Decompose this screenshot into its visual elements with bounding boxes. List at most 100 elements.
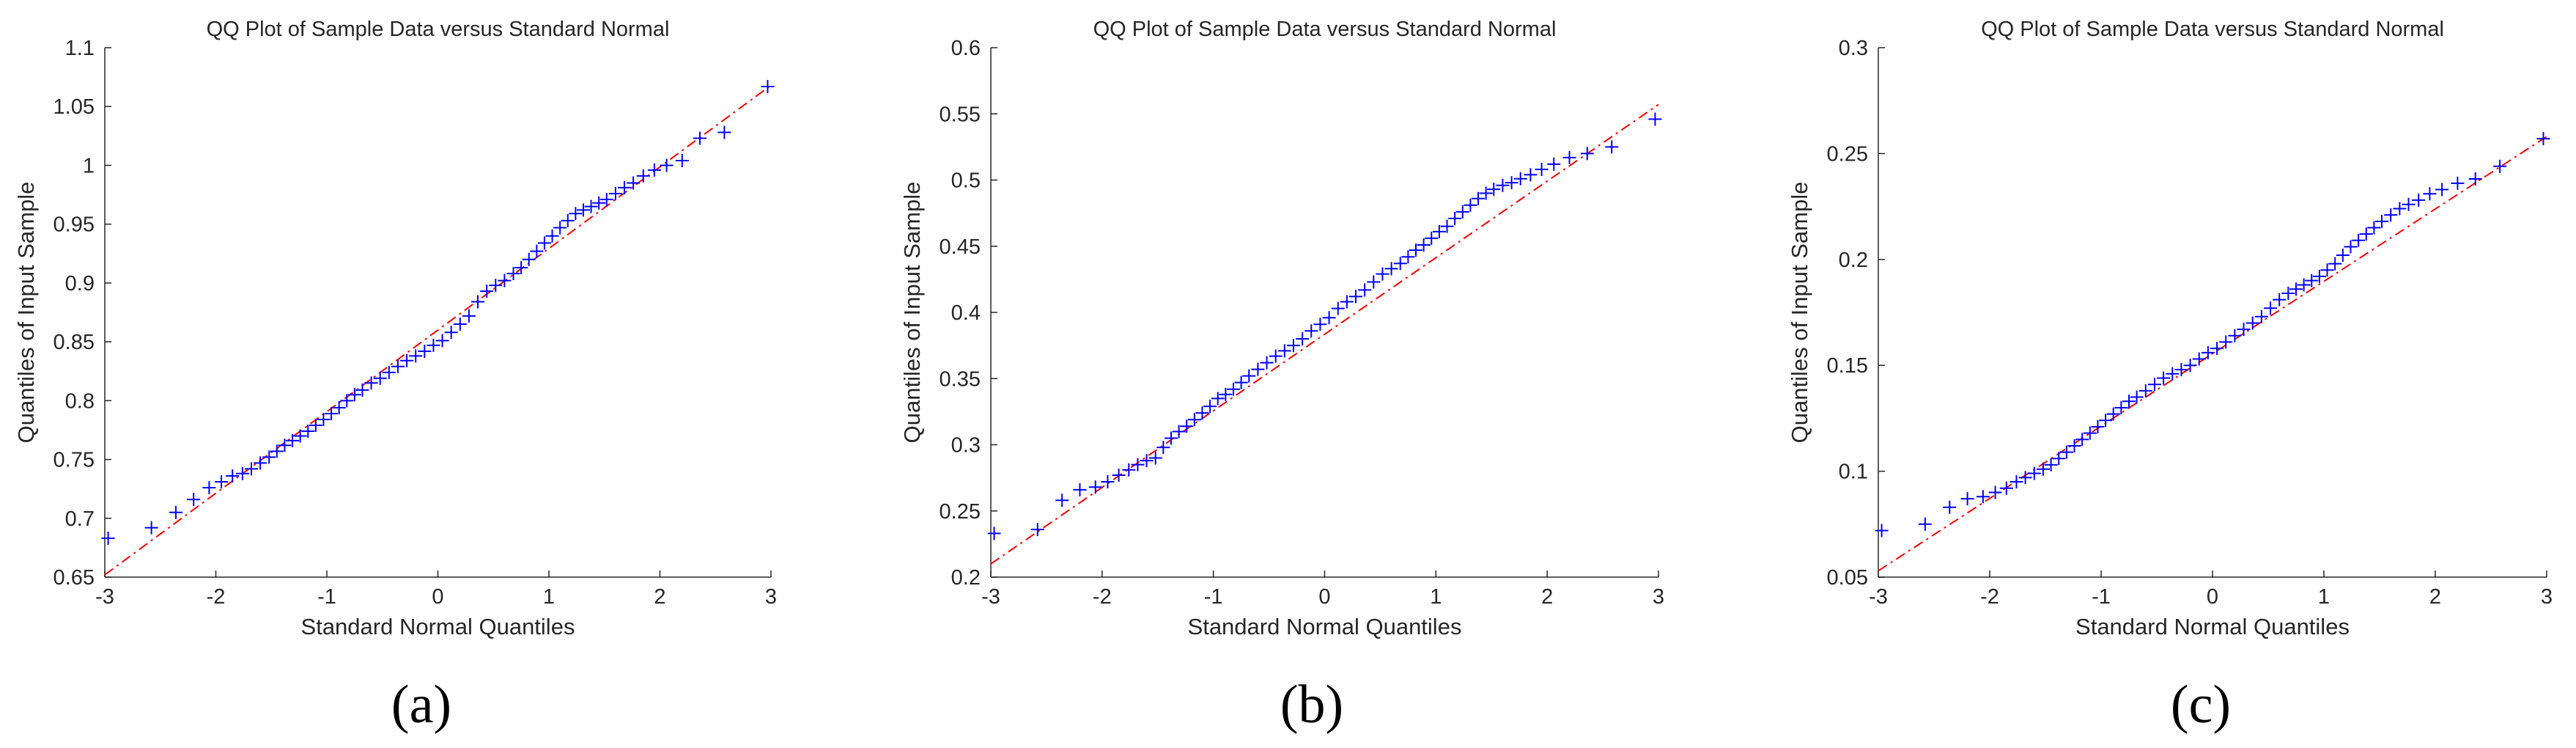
chart-a-data-point	[545, 229, 559, 243]
chart-b-title: QQ Plot of Sample Data versus Standard N…	[1093, 18, 1557, 41]
chart-b-data-point	[1505, 176, 1518, 190]
chart-b-data-point	[1131, 458, 1145, 472]
chart-b-data-point	[1580, 147, 1594, 161]
chart-b-x-tick-label: -1	[1204, 585, 1223, 609]
chart-b-data-point	[1269, 349, 1283, 363]
chart-c-data-point	[2328, 257, 2342, 271]
chart-c-data-point	[2359, 227, 2373, 241]
chart-b-data-point	[1180, 419, 1194, 433]
chart-c-data-point	[2083, 426, 2097, 440]
chart-c-data-point	[2044, 458, 2058, 472]
chart-a-title: QQ Plot of Sample Data versus Standard N…	[207, 18, 670, 41]
chart-a-data-point	[561, 213, 575, 227]
chart-c-data-point	[2091, 419, 2105, 433]
chart-a-data-point	[435, 334, 449, 348]
chart-b-data-point	[1648, 112, 1662, 126]
chart-b-data-point	[1417, 238, 1431, 252]
chart-a-data-point	[584, 199, 598, 213]
chart-a-data-point	[553, 221, 567, 235]
chart-b-data-point	[1425, 231, 1439, 245]
chart-c-data-point	[1999, 481, 2013, 495]
chart-b-y-tick-label: 0.2	[951, 566, 981, 590]
chart-a-x-tick-label: -2	[207, 585, 226, 609]
chart-b-data-point	[1195, 406, 1209, 420]
chart-b-data-point	[1227, 382, 1240, 396]
chart-c-data-point	[2009, 475, 2023, 489]
chart-a-y-tick-label: 0.7	[65, 507, 95, 531]
chart-b-x-axis-label: Standard Normal Quantiles	[1188, 614, 1462, 639]
chart-c-data-point	[2075, 433, 2089, 447]
chart-c-data-point	[2393, 202, 2407, 216]
chart-c-data-point	[2052, 452, 2066, 466]
chart-a-data-point	[373, 371, 387, 385]
chart-b-x-tick-label: -2	[1093, 585, 1112, 609]
chart-a-data-point	[608, 186, 622, 200]
chart-a-data-point	[576, 203, 590, 217]
chart-c-data-point	[1960, 492, 1974, 506]
chart-c-data-point	[2281, 287, 2295, 301]
chart-a-data-point	[355, 383, 369, 397]
chart-b-y-axis-label: Quantiles of Input Sample	[899, 182, 925, 444]
chart-b-data-point	[1055, 494, 1069, 507]
chart-a-x-tick-label: 2	[654, 585, 665, 609]
chart-a-data-point	[618, 180, 632, 194]
chart-c-data-point	[2036, 462, 2050, 476]
chart-b-data-point	[1242, 369, 1256, 383]
chart-c-y-tick-label: 0.1	[1839, 461, 1868, 484]
chart-a-y-tick-label: 1.05	[53, 95, 95, 119]
chart-a-data-point	[262, 450, 276, 464]
chart-b-data-point	[1524, 168, 1538, 182]
chart-c-data-point	[2264, 301, 2278, 315]
chart-b-data-point	[1472, 191, 1486, 205]
chart-a-y-axis-label: Quantiles of Input Sample	[13, 182, 39, 444]
chart-c-data-point	[2312, 269, 2326, 283]
chart-c-y-axis-label: Quantiles of Input Sample	[1787, 182, 1812, 444]
chart-b-data-point	[1101, 475, 1115, 489]
chart-c-data-point	[2375, 214, 2389, 228]
chart-b-data-point	[1187, 413, 1201, 427]
chart-a-data-point	[506, 267, 520, 281]
chart-b-data-point	[1331, 301, 1345, 315]
chart-a-data-point	[391, 359, 405, 373]
chart-b-data-point	[1277, 344, 1291, 358]
chart-b-data-point	[1219, 387, 1233, 401]
chart-a-data-point	[244, 462, 258, 476]
chart-a-data-point	[101, 532, 115, 546]
chart-c-data-point	[2412, 193, 2426, 207]
chart-a: QQ Plot of Sample Data versus Standard N…	[13, 18, 777, 639]
chart-c-data-point	[2493, 159, 2507, 173]
chart-c-data-point	[2367, 221, 2381, 235]
chart-b-x-tick-label: 3	[1653, 585, 1664, 609]
chart-a-data-point	[301, 425, 315, 439]
chart-b-data-point	[1313, 318, 1327, 331]
chart-a-data-point	[187, 493, 201, 507]
chart-c-data-point	[1976, 490, 1990, 504]
chart-c-data-point	[2384, 208, 2398, 222]
chart-a-data-point	[514, 261, 528, 275]
chart-a-data-point	[226, 469, 240, 483]
chart-a-data-point	[427, 338, 440, 352]
chart-b-y-tick-label: 0.6	[951, 37, 981, 60]
chart-c-reference-line	[1878, 136, 2547, 572]
chart-a-y-tick-label: 1	[83, 154, 95, 177]
chart-b-y-tick-label: 0.4	[951, 301, 981, 325]
chart-a-data-point	[627, 176, 641, 190]
chart-b-data-point	[987, 527, 1001, 540]
chart-b-data-point	[1562, 150, 1576, 164]
chart-a-data-point	[254, 456, 267, 470]
chart-c-data-point	[2166, 367, 2180, 381]
chart-c-data-point	[2254, 309, 2268, 323]
chart-b-data-point	[1479, 186, 1493, 200]
chart-c-data-point	[2106, 407, 2120, 421]
chart-b-data-point	[1376, 267, 1390, 281]
chart-a-y-tick-label: 0.95	[53, 213, 95, 237]
chart-c-y-tick-label: 0.3	[1839, 37, 1868, 60]
chart-c-data-point	[2183, 359, 2197, 373]
chart-a-data-point	[270, 444, 284, 458]
chart-a-x-tick-label: 0	[432, 585, 443, 609]
chart-c-data-point	[2344, 240, 2358, 254]
chart-a-x-tick-label: -1	[317, 585, 336, 609]
chart-b-data-point	[1535, 163, 1549, 177]
chart-a-data-point	[761, 79, 775, 93]
figure-captions: (a) (b) (c)	[391, 675, 2231, 735]
